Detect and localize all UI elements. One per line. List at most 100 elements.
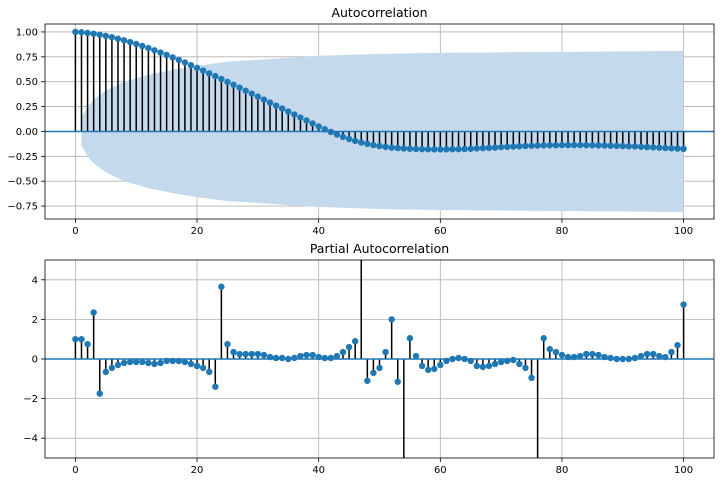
- data-point: [108, 34, 116, 41]
- data-point: [643, 143, 651, 151]
- data-point: [388, 144, 395, 151]
- data-point: [680, 301, 687, 308]
- data-point: [491, 360, 499, 368]
- data-point: [327, 128, 335, 136]
- data-point: [181, 358, 189, 366]
- data-point: [151, 47, 158, 54]
- axes-frame: [44, 23, 715, 220]
- data-point: [394, 378, 401, 385]
- data-point: [449, 146, 456, 153]
- data-point: [412, 145, 420, 153]
- data-point: [510, 356, 517, 364]
- data-point: [637, 143, 645, 150]
- data-point: [206, 70, 213, 77]
- data-point: [345, 135, 353, 143]
- data-point: [528, 374, 535, 382]
- data-point: [78, 336, 85, 343]
- data-point: [187, 360, 195, 368]
- x-tick-label: 80: [556, 465, 569, 476]
- data-point: [224, 340, 231, 348]
- data-point: [583, 350, 590, 358]
- data-point: [485, 362, 493, 370]
- data-point: [406, 145, 414, 152]
- x-tick-label: 80: [556, 226, 569, 237]
- data-point: [285, 355, 292, 363]
- data-point: [199, 67, 207, 74]
- data-point: [607, 354, 614, 362]
- data-point: [212, 383, 219, 390]
- data-point: [522, 364, 529, 372]
- data-point: [406, 335, 414, 342]
- data-point: [467, 357, 474, 365]
- y-tick-label: −2: [23, 394, 38, 405]
- data-point: [443, 146, 450, 153]
- data-point: [145, 359, 152, 367]
- data-point: [206, 368, 213, 376]
- data-point: [291, 354, 298, 362]
- data-point: [236, 84, 243, 91]
- data-point: [662, 144, 669, 152]
- y-tick-label: 0: [32, 355, 38, 366]
- x-tick-label: 20: [191, 465, 204, 476]
- data-point: [114, 361, 122, 369]
- data-point: [291, 111, 298, 118]
- data-point: [303, 117, 310, 124]
- data-point: [516, 360, 523, 368]
- data-point: [272, 354, 280, 362]
- data-point: [193, 362, 201, 370]
- x-tick-label: 60: [434, 226, 447, 237]
- data-point: [126, 358, 134, 366]
- data-point: [358, 139, 365, 146]
- data-point: [467, 145, 474, 152]
- acf-plot: Autocorrelation 0 20 40 60 80 100 −0.75 −0.50 −0.…: [7, 5, 715, 237]
- data-point: [272, 102, 280, 109]
- data-point: [278, 105, 286, 112]
- data-point: [540, 335, 547, 342]
- data-point: [570, 353, 578, 361]
- data-point: [570, 141, 578, 149]
- data-point: [400, 145, 408, 152]
- data-point: [315, 353, 322, 361]
- data-point: [534, 475, 540, 481]
- data-point: [139, 358, 146, 366]
- data-point: [90, 30, 97, 37]
- data-point: [418, 362, 426, 370]
- data-point: [479, 144, 487, 152]
- data-point: [674, 341, 681, 349]
- data-point: [351, 137, 359, 145]
- data-point: [424, 146, 432, 153]
- data-point: [583, 141, 590, 149]
- data-point: [376, 142, 383, 150]
- data-point: [72, 336, 79, 343]
- data-point: [540, 142, 547, 149]
- data-point: [631, 354, 639, 362]
- data-point: [193, 64, 201, 72]
- data-point: [72, 28, 79, 36]
- chart-title: Partial Autocorrelation: [310, 241, 449, 256]
- data-point: [266, 353, 274, 361]
- data-point: [546, 142, 553, 149]
- data-point: [564, 353, 572, 361]
- data-point: [680, 145, 687, 153]
- chart-title: Autocorrelation: [331, 5, 427, 20]
- data-point: [242, 350, 249, 358]
- data-point: [108, 364, 116, 372]
- data-point: [139, 42, 146, 50]
- data-point: [370, 141, 377, 149]
- data-point: [668, 145, 675, 152]
- data-point: [504, 357, 511, 365]
- data-point: [382, 348, 389, 356]
- data-point: [394, 144, 401, 152]
- data-point: [461, 145, 468, 153]
- data-point: [479, 363, 487, 371]
- data-point: [558, 141, 566, 149]
- x-tick-label: 0: [72, 465, 78, 476]
- data-point: [309, 120, 316, 127]
- data-point: [169, 54, 176, 61]
- data-point: [424, 366, 432, 374]
- data-point: [528, 142, 535, 149]
- data-point: [169, 357, 176, 365]
- data-point: [242, 87, 249, 94]
- data-point: [187, 61, 195, 69]
